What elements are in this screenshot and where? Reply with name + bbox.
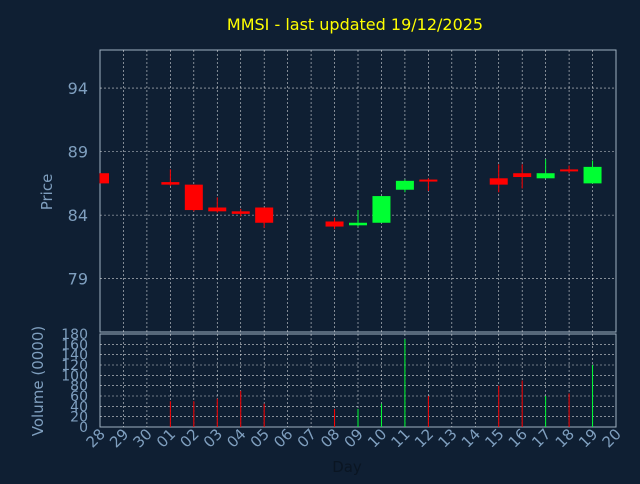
volume-tick-label: 80 [70, 379, 88, 395]
volume-tick-label: 20 [70, 410, 88, 426]
x-tick-label: 10 [364, 425, 390, 451]
candle-body [560, 169, 579, 172]
candle [489, 164, 508, 193]
candle-body [208, 207, 227, 212]
candle-body [489, 178, 508, 185]
candle [395, 179, 414, 193]
x-tick-label: 12 [411, 425, 437, 451]
x-tick-label: 04 [223, 425, 249, 451]
x-tick-label: 03 [200, 425, 226, 451]
price-tick-label: 84 [68, 206, 88, 225]
candle [255, 207, 274, 228]
x-tick-label: 11 [388, 425, 414, 451]
candle-body [349, 222, 367, 226]
x-tick-label: 20 [599, 425, 625, 451]
price-panel: 79 84 89 94 [68, 49, 617, 333]
x-tick-label: 15 [481, 425, 507, 451]
price-tick-label: 79 [68, 270, 88, 289]
chart-title: MMSI - last updated 19/12/2025 [227, 15, 483, 34]
candle-body [583, 166, 602, 184]
x-tick-label: 06 [270, 425, 296, 451]
volume-tick-label: 180 [61, 327, 88, 343]
candle [231, 208, 250, 217]
volume-tick-label: 100 [61, 368, 88, 384]
candle [325, 217, 344, 230]
x-tick-label: 13 [434, 425, 460, 451]
candle [536, 159, 555, 179]
x-tick-label: 16 [505, 425, 531, 451]
candle [349, 210, 367, 227]
x-tick-label: 07 [294, 425, 320, 451]
volume-axis-label: Volume (0000) [29, 326, 47, 436]
price-tick-label: 94 [68, 79, 88, 98]
candle-body [395, 180, 414, 190]
candle-body [325, 221, 344, 227]
x-tick-label: 18 [552, 425, 578, 451]
x-tick-label: 01 [153, 425, 179, 451]
candle-body [231, 211, 250, 214]
candle [513, 164, 532, 189]
volume-tick-label: 60 [70, 389, 88, 405]
x-tick-label: 02 [176, 425, 202, 451]
candle-body [513, 173, 532, 178]
candle [583, 160, 602, 184]
x-tick-label: 19 [575, 425, 601, 451]
candle [560, 165, 579, 174]
candle [184, 184, 203, 212]
volume-tick-label: 120 [61, 358, 88, 374]
x-tick-label: 09 [341, 425, 367, 451]
price-axis-label: Price [38, 174, 56, 211]
volume-tick-label: 0 [79, 420, 88, 436]
candle [419, 178, 438, 191]
candle-body [255, 207, 274, 223]
x-tick-label: 14 [458, 425, 484, 451]
price-tick-label: 89 [68, 143, 88, 162]
x-tick-label: 30 [130, 425, 156, 451]
candle-body [184, 184, 203, 211]
x-axis-label: Day [332, 458, 362, 476]
candle [99, 173, 109, 184]
volume-tick-label: 40 [70, 399, 88, 415]
x-tick-label: 17 [528, 425, 554, 451]
candle [208, 197, 227, 213]
x-tick-label: 29 [106, 425, 132, 451]
candle-body [161, 182, 180, 185]
volume-tick-label: 140 [61, 348, 88, 364]
candle-body [100, 173, 109, 184]
candle [161, 169, 180, 186]
volume-tick-label: 160 [61, 337, 88, 353]
x-tick-label: 08 [317, 425, 343, 451]
candle-body [419, 179, 438, 182]
candle-body [372, 196, 391, 223]
candle [372, 196, 391, 223]
candle-body [536, 173, 555, 179]
x-tick-labels: 2829300102030405060708091011121314151617… [83, 425, 625, 451]
x-tick-label: 05 [247, 425, 273, 451]
